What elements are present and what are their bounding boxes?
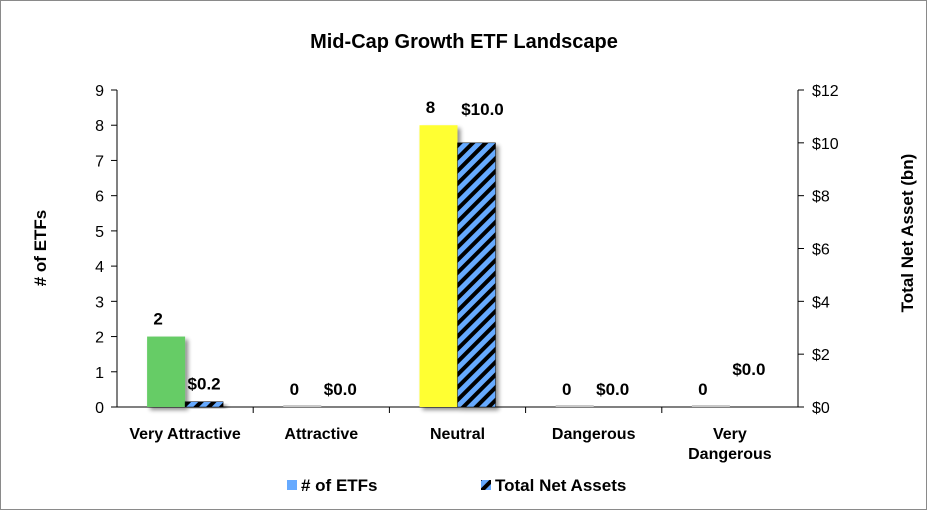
y-tick-label: 0	[95, 400, 104, 417]
data-label-total-net-assets: $0.0	[732, 360, 765, 379]
y-tick-label: 4	[95, 259, 104, 276]
data-label-total-net-assets: $0.0	[324, 380, 357, 399]
x-category-label: Attractive	[284, 426, 358, 443]
data-label-etf-count: 2	[153, 310, 162, 329]
bar-etf-count	[555, 405, 594, 407]
y2-tick-label: $6	[812, 242, 830, 259]
y-tick-label: 8	[95, 118, 104, 135]
y-tick-label: 3	[95, 294, 104, 311]
y-tick-label: 5	[95, 224, 104, 241]
x-category-label: Dangerous	[688, 446, 772, 463]
y2-tick-label: $4	[812, 294, 830, 311]
legend-swatch-total-net-assets	[481, 480, 491, 490]
y-tick-label: 9	[95, 83, 104, 100]
x-category-label: Very Attractive	[129, 426, 241, 443]
bar-total-net-assets	[184, 401, 224, 408]
x-category-label: Neutral	[430, 426, 485, 443]
bar-etf-count	[691, 405, 730, 407]
y2-axis-title: Total Net Asset (bn)	[898, 154, 917, 313]
legend: # of ETFs Total Net Assets	[287, 476, 626, 495]
data-label-etf-count: 8	[426, 98, 435, 117]
y2-tick-label: $2	[812, 347, 830, 364]
data-label-etf-count: 0	[562, 380, 571, 399]
bar-etf-count	[147, 336, 186, 407]
y2-tick-label: $10	[812, 136, 839, 153]
y-tick-label: 6	[95, 189, 104, 206]
data-label-total-net-assets: $0.0	[596, 380, 629, 399]
y-axis-title: # of ETFs	[31, 210, 50, 287]
data-label-total-net-assets: $10.0	[461, 100, 504, 119]
y-tick-label: 1	[95, 365, 104, 382]
y-tick-label: 7	[95, 153, 104, 170]
data-label-total-net-assets: $0.2	[188, 375, 221, 394]
data-label-etf-count: 0	[698, 380, 707, 399]
x-category-label: Very	[713, 426, 747, 443]
plot-area: 0 1 2 3 4 5 6 7 8 9 $0 $2 $4 $6 $8 $10 $12 2 $0.2 Very Attr…	[95, 83, 839, 463]
y2-tick-label: $0	[812, 400, 830, 417]
y2-tick-label: $8	[812, 189, 830, 206]
bar-etf-count	[419, 125, 458, 407]
legend-label-total-net-assets: Total Net Assets	[495, 476, 626, 495]
bar-etf-count	[283, 405, 322, 407]
legend-swatch-etf-count	[287, 480, 297, 490]
x-category-label: Dangerous	[552, 426, 636, 443]
data-label-etf-count: 0	[290, 380, 299, 399]
y2-tick-label: $12	[812, 83, 839, 100]
y-tick-label: 2	[95, 330, 104, 347]
chart-title: Mid-Cap Growth ETF Landscape	[310, 31, 618, 53]
bar-total-net-assets	[457, 142, 496, 408]
legend-label-etf-count: # of ETFs	[301, 476, 378, 495]
